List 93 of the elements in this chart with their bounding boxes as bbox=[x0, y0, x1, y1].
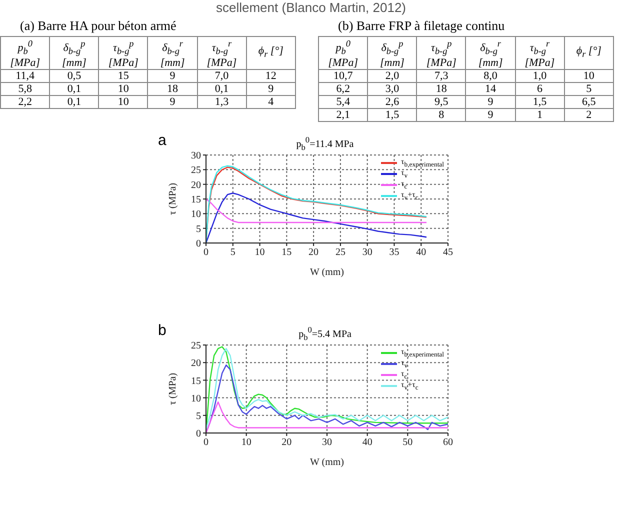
text: 2,0 bbox=[368, 69, 417, 82]
text: 6 bbox=[515, 82, 564, 96]
x-tick-label: 10 bbox=[241, 437, 252, 448]
y-tick-label: 20 bbox=[191, 180, 201, 191]
x-tick-label: 60 bbox=[443, 437, 453, 448]
x-tick-label: 30 bbox=[322, 437, 332, 448]
y-tick-label: 5 bbox=[196, 224, 201, 235]
text: 9,5 bbox=[416, 95, 466, 108]
text: 1,5 bbox=[368, 108, 417, 122]
text: 4 bbox=[246, 95, 296, 108]
line-series bbox=[206, 192, 428, 243]
legend-label: τ$_{b,experimental}$ bbox=[401, 346, 444, 358]
text: 9 bbox=[246, 82, 296, 96]
text: 7,0 bbox=[197, 69, 246, 82]
text: 6,5 bbox=[564, 95, 614, 108]
legend-label: τ$_{b,experimental}$ bbox=[401, 156, 444, 168]
legend-label: τ$_{v}$ bbox=[401, 168, 408, 180]
x-tick-label: 20 bbox=[282, 437, 292, 448]
text: 0,1 bbox=[50, 95, 99, 108]
text: 1,0 bbox=[515, 69, 564, 82]
text: 0,1 bbox=[50, 82, 99, 96]
text: 1,3 bbox=[197, 95, 246, 108]
text: 2,6 bbox=[368, 95, 417, 108]
text: 3,0 bbox=[368, 82, 417, 96]
text: 2,2 bbox=[0, 95, 50, 108]
y-tick-label: 0 bbox=[196, 238, 201, 250]
text: 2,1 bbox=[318, 108, 368, 122]
text: b bbox=[158, 322, 166, 339]
text: (b) Barre FRP à filetage continu bbox=[338, 18, 505, 33]
text: 18 bbox=[148, 82, 198, 96]
category-label: ϕ$_{r}$ [°] bbox=[576, 45, 602, 60]
text: 0,5 bbox=[50, 69, 99, 82]
text: 0,1 bbox=[197, 82, 246, 96]
legend-label: τ$_{v}$+τ$_{c}$ bbox=[401, 190, 418, 202]
y-tick-label: 10 bbox=[191, 209, 201, 220]
x-tick-label: 40 bbox=[416, 247, 426, 258]
text: 14 bbox=[466, 82, 516, 96]
text: 9 bbox=[466, 95, 516, 108]
x-axis-title: W (mm) bbox=[310, 457, 344, 468]
y-axis-title: τ (MPa) bbox=[168, 182, 179, 216]
y-tick-label: 25 bbox=[191, 340, 201, 352]
chart-title: p$_{b}$$^{0}$=11.4 MPa bbox=[296, 136, 354, 152]
x-tick-label: 10 bbox=[254, 247, 265, 258]
text: 18 bbox=[416, 82, 466, 96]
x-tick-label: 25 bbox=[335, 247, 346, 258]
text: 5,8 bbox=[0, 82, 50, 96]
text: 9 bbox=[466, 108, 516, 122]
x-tick-label: 40 bbox=[362, 437, 372, 448]
text: 10,7 bbox=[318, 69, 368, 82]
x-tick-label: 15 bbox=[282, 247, 292, 258]
y-axis-title: τ (MPa) bbox=[168, 372, 179, 406]
text: 10 bbox=[564, 69, 614, 82]
text: 8 bbox=[416, 108, 466, 122]
x-tick-label: 0 bbox=[204, 247, 208, 258]
x-tick-label: 5 bbox=[230, 247, 236, 258]
y-tick-label: 10 bbox=[191, 393, 201, 404]
y-tick-label: 20 bbox=[191, 358, 201, 370]
text: 5 bbox=[564, 82, 614, 96]
legend-label: τ$_{c}$ bbox=[401, 368, 408, 380]
y-tick-label: 25 bbox=[191, 165, 201, 176]
text: 11,4 bbox=[0, 69, 50, 82]
y-tick-label: 5 bbox=[196, 410, 201, 422]
text: 9 bbox=[148, 95, 198, 108]
legend-label: τ$_{v}$+τ$_{c}$ bbox=[401, 380, 418, 392]
line-series bbox=[206, 198, 428, 224]
x-tick-label: 20 bbox=[308, 247, 319, 258]
y-tick-label: 30 bbox=[191, 150, 201, 162]
y-tick-label: 15 bbox=[191, 376, 201, 387]
text: 2 bbox=[564, 108, 614, 122]
x-tick-label: 0 bbox=[204, 437, 208, 448]
text: 15 bbox=[98, 69, 148, 82]
y-tick-label: 0 bbox=[196, 428, 201, 440]
x-tick-label: 35 bbox=[389, 247, 400, 258]
text: 9 bbox=[148, 69, 198, 82]
text: 12 bbox=[246, 69, 296, 82]
y-tick-label: 15 bbox=[191, 194, 201, 206]
x-axis-title: W (mm) bbox=[310, 267, 344, 278]
x-tick-label: 45 bbox=[443, 247, 453, 258]
text: 7,3 bbox=[416, 69, 466, 82]
category-label: ϕ$_{r}$ [°] bbox=[258, 45, 284, 60]
text: (a) Barre HA pour béton armé bbox=[20, 18, 176, 33]
text: 6,2 bbox=[318, 82, 368, 96]
text: 1,5 bbox=[515, 95, 564, 108]
chart-title: p$_{b}$$^{0}$=5.4 MPa bbox=[298, 326, 352, 342]
text: scellement (Blanco Martin, 2012) bbox=[216, 0, 406, 15]
text: 5,4 bbox=[318, 95, 368, 108]
text: a bbox=[158, 132, 166, 149]
text: 8,0 bbox=[466, 69, 516, 82]
text: 10 bbox=[98, 82, 148, 96]
text: 10 bbox=[98, 95, 148, 108]
x-tick-label: 50 bbox=[402, 437, 413, 448]
text: 1 bbox=[515, 108, 564, 122]
x-tick-label: 30 bbox=[362, 247, 372, 258]
